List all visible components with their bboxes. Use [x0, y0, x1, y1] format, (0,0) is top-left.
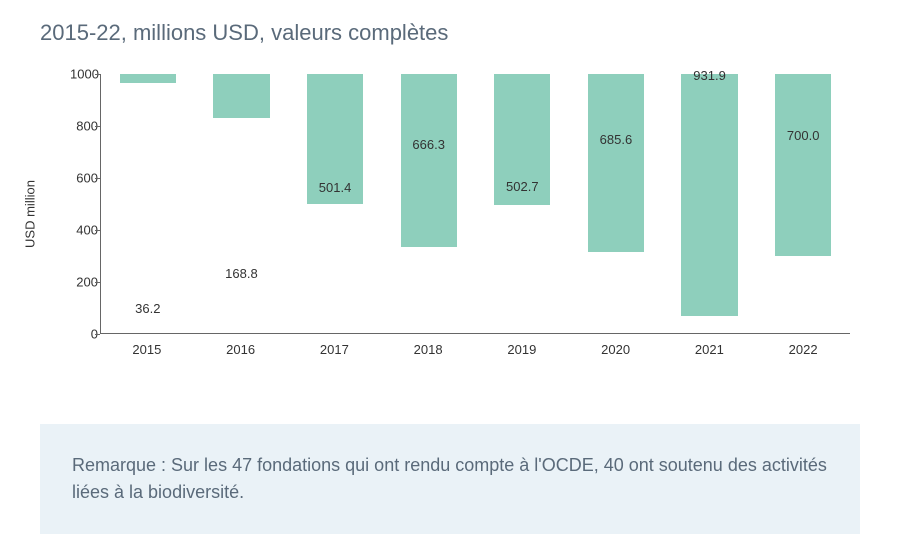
y-tick-label: 400: [70, 223, 98, 238]
chart-title: 2015-22, millions USD, valeurs complètes: [40, 20, 860, 46]
x-tick-label: 2021: [695, 342, 724, 357]
x-tick-label: 2020: [601, 342, 630, 357]
y-axis-label: USD million: [23, 180, 38, 248]
y-tick-label: 600: [70, 171, 98, 186]
bar-chart: USD million 0 200 400 600 800 1000 36.2 …: [40, 64, 860, 364]
bar-value-label: 168.8: [225, 266, 258, 281]
x-tick-label: 2015: [132, 342, 161, 357]
bar-slot: 700.0: [756, 74, 850, 333]
bar-slot: 501.4: [288, 74, 382, 333]
bar-rect: [120, 74, 176, 83]
x-tick-label: 2016: [226, 342, 255, 357]
bar-rect: [588, 74, 644, 252]
bar-value-label: 666.3: [412, 137, 445, 152]
bar-slot: 168.8: [195, 74, 289, 333]
bar-slot: 931.9: [663, 74, 757, 333]
bar-rect: [401, 74, 457, 247]
x-tick-label: 2022: [789, 342, 818, 357]
bar-slot: 36.2: [101, 74, 195, 333]
bar-value-label: 931.9: [693, 68, 726, 83]
x-tick-label: 2018: [414, 342, 443, 357]
bar-rect: [775, 74, 831, 256]
bar-value-label: 501.4: [319, 180, 352, 195]
x-tick-label: 2017: [320, 342, 349, 357]
y-tick-label: 800: [70, 119, 98, 134]
bar-slot: 666.3: [382, 74, 476, 333]
y-tick-mark: [95, 334, 100, 335]
bar-value-label: 700.0: [787, 128, 820, 143]
page-root: 2015-22, millions USD, valeurs complètes…: [0, 0, 900, 534]
bar-value-label: 502.7: [506, 179, 539, 194]
y-tick-label: 1000: [70, 67, 98, 82]
bar-value-label: 685.6: [600, 132, 633, 147]
bar-slot: 502.7: [476, 74, 570, 333]
y-tick-label: 0: [70, 327, 98, 342]
note-text: Remarque : Sur les 47 fondations qui ont…: [72, 452, 828, 506]
plot-area: 36.2 168.8 501.4 666.3 502.7: [100, 74, 850, 334]
bars-container: 36.2 168.8 501.4 666.3 502.7: [101, 74, 850, 333]
bar-slot: 685.6: [569, 74, 663, 333]
y-tick-label: 200: [70, 275, 98, 290]
x-tick-label: 2019: [507, 342, 536, 357]
bar-value-label: 36.2: [135, 301, 160, 316]
bar-rect: [213, 74, 269, 118]
note-box: Remarque : Sur les 47 fondations qui ont…: [40, 424, 860, 534]
bar-rect: [681, 74, 737, 316]
